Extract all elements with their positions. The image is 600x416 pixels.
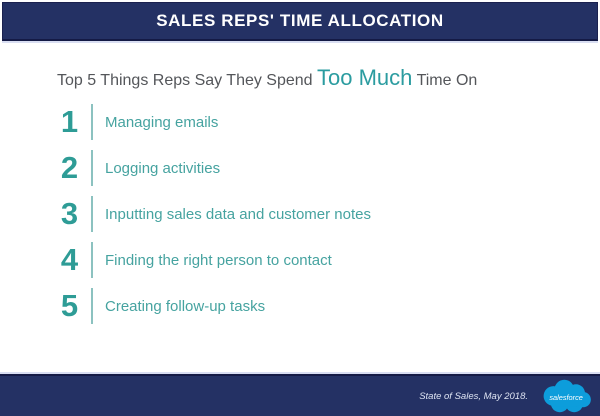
- salesforce-logo-icon: salesforce: [543, 379, 591, 413]
- vertical-divider: [91, 196, 93, 232]
- source-citation: State of Sales, May 2018.: [419, 390, 528, 402]
- heading-highlight: Too Much: [317, 65, 413, 90]
- rank-number: 5: [60, 288, 78, 323]
- list-item: 4 Finding the right person to contact: [50, 237, 570, 283]
- salesforce-logo-text: salesforce: [549, 393, 583, 402]
- item-label: Logging activities: [105, 159, 221, 177]
- top5-list: 1 Managing emails 2 Logging activities 3…: [50, 99, 570, 329]
- footer-bar: State of Sales, May 2018. salesforce: [0, 374, 600, 416]
- vertical-divider: [91, 242, 93, 278]
- heading: Top 5 Things Reps Say They Spend Too Muc…: [57, 62, 577, 97]
- title-bar: SALES REPS' TIME ALLOCATION: [2, 2, 598, 41]
- list-item: 1 Managing emails: [50, 99, 570, 145]
- vertical-divider: [91, 288, 93, 324]
- heading-prefix: Top 5 Things Reps Say They Spend: [57, 72, 318, 89]
- list-item: 5 Creating follow-up tasks: [50, 283, 570, 329]
- vertical-divider: [91, 104, 93, 140]
- list-item: 2 Logging activities: [50, 145, 570, 191]
- vertical-divider: [91, 150, 93, 186]
- item-label: Inputting sales data and customer notes: [105, 205, 372, 223]
- heading-suffix: Time On: [412, 72, 478, 89]
- page-title: SALES REPS' TIME ALLOCATION: [156, 11, 444, 30]
- rank-number: 2: [60, 150, 78, 185]
- item-label: Creating follow-up tasks: [105, 297, 266, 315]
- rank-number: 1: [60, 104, 78, 139]
- item-label: Finding the right person to contact: [105, 251, 332, 269]
- rank-number: 4: [60, 242, 78, 277]
- rank-number: 3: [60, 196, 78, 231]
- item-label: Managing emails: [105, 113, 219, 131]
- list-item: 3 Inputting sales data and customer note…: [50, 191, 570, 237]
